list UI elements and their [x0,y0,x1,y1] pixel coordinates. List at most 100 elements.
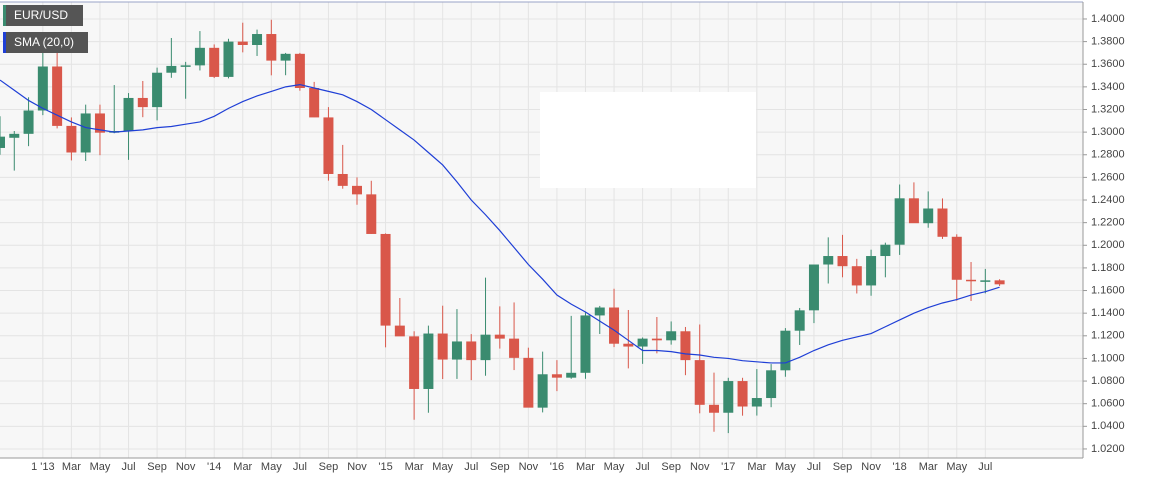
candle-body [280,53,291,61]
candle-body [566,372,577,378]
y-tick-label: 1.1200 [1091,330,1125,342]
sma-line [0,79,1000,364]
x-tick-label: May [775,461,796,473]
candle-body [937,208,948,237]
candle-body [180,65,191,67]
candle-body [808,264,819,311]
x-tick-label: Nov [176,461,196,473]
candle-body [23,110,34,134]
x-tick-label: May [261,461,282,473]
x-tick-label: '15 [378,461,392,473]
x-tick-label: Sep [490,461,510,473]
candle-body [409,336,420,389]
candle-body [580,315,591,373]
y-tick-label: 1.2800 [1091,149,1125,161]
x-tick-label: '17 [721,461,735,473]
y-tick-label: 1.1800 [1091,262,1125,274]
x-tick-label: '18 [892,461,906,473]
legend-label: SMA (20,0) [14,35,74,49]
candle-body [951,236,962,280]
x-tick-label: Nov [519,461,539,473]
x-tick-label: 1 '13 [31,461,55,473]
candle-body [894,198,905,245]
candle-body [266,34,277,61]
x-tick-label: Mar [62,461,81,473]
candle-body [637,338,648,347]
axes: 1.0200 1.0400 1.0600 1.0800 1.1000 1.1200 1.14… [31,13,1125,473]
candle-body [837,256,848,267]
y-tick-label: 1.3600 [1091,58,1125,70]
x-tick-label: Jul [978,461,992,473]
candle-body [623,343,634,347]
candle-body [651,338,662,341]
candle-body [780,330,791,371]
candle-body [94,113,105,133]
x-tick-label: Mar [747,461,766,473]
x-tick-label: '14 [207,461,221,473]
legend-box [3,5,83,26]
candle-body [380,233,391,326]
candle-body [766,370,777,399]
y-tick-label: 1.3400 [1091,81,1125,93]
y-tick-label: 1.0600 [1091,398,1125,410]
candle-body [980,280,991,282]
y-tick-label: 1.2600 [1091,171,1125,183]
legend-swatch [3,32,6,53]
x-tick-label: Jul [807,461,821,473]
x-tick-label: Mar [576,461,595,473]
candle-body [137,97,148,108]
candle-body [337,173,348,186]
candle-body [423,333,434,389]
y-tick-label: 1.3200 [1091,103,1125,115]
x-tick-label: May [604,461,625,473]
candle-body [66,125,77,153]
candle-body [394,325,405,337]
y-tick-label: 1.2400 [1091,194,1125,206]
candle-body [709,404,719,413]
x-tick-label: Sep [833,461,853,473]
candle-body [480,334,491,361]
candle-body [123,97,134,131]
candle-body [366,194,377,234]
x-tick-label: '16 [550,461,564,473]
candle-body [994,280,1005,285]
candle-body [309,87,320,118]
candle-body [737,381,748,407]
candle-body [194,47,205,66]
candle-body [237,41,248,45]
y-tick-label: 1.0400 [1091,420,1125,432]
candle-body [723,381,734,413]
y-tick-label: 1.1400 [1091,307,1125,319]
candle-body [294,53,305,88]
candle-body [923,208,934,224]
candle-body [537,374,548,408]
candle-body [509,338,520,358]
x-tick-label: Sep [147,461,167,473]
x-tick-label: Jul [636,461,650,473]
y-tick-label: 1.3000 [1091,126,1125,138]
x-tick-label: May [946,461,967,473]
x-tick-label: May [432,461,453,473]
x-tick-label: Mar [405,461,424,473]
x-tick-label: May [90,461,111,473]
y-tick-label: 1.2000 [1091,239,1125,251]
candle-body [152,72,163,108]
candle-body [9,133,20,138]
candle-body [223,41,234,77]
candle-body [494,334,505,339]
candle-body [609,307,620,344]
x-tick-label: Sep [661,461,681,473]
marks [0,19,1005,434]
candle-body [523,357,534,408]
candle-body [794,310,805,331]
legend-box [3,32,88,53]
x-tick-label: Jul [121,461,135,473]
watermark-area [540,92,756,188]
x-tick-label: Nov [861,461,881,473]
y-tick-label: 1.3800 [1091,36,1125,48]
x-tick-label: Jul [464,461,478,473]
candle-body [594,307,605,316]
candle-body [908,198,919,224]
